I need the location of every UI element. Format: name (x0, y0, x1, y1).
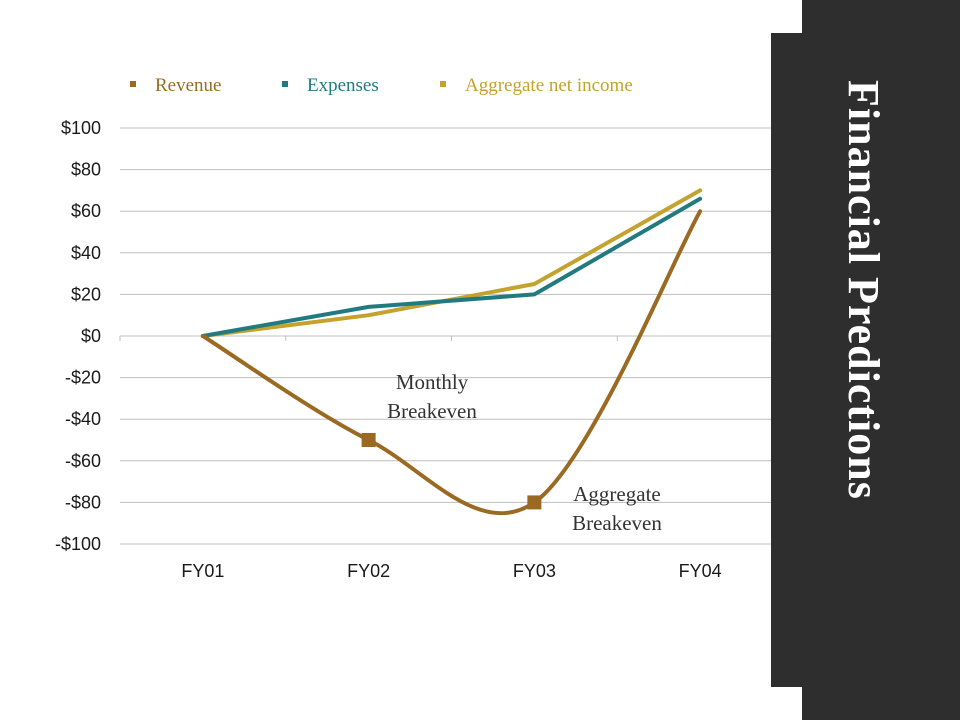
legend-label: Expenses (307, 75, 379, 96)
y-tick-label: $60 (71, 201, 101, 221)
x-tick-label: FY04 (679, 561, 722, 581)
y-tick-label: $0 (81, 326, 101, 346)
legend-swatch (440, 81, 446, 87)
breakeven-marker (527, 495, 542, 510)
line-chart: $100 $80 $60 $40 $20 $0 -$20 -$40 -$60 -$80 -$100 F… (55, 75, 771, 581)
y-tick-label: $20 (71, 284, 101, 304)
legend-label: Revenue (155, 75, 221, 96)
y-tick-label: -$60 (65, 451, 101, 471)
x-tick-label: FY01 (181, 561, 224, 581)
y-tick-label: $40 (71, 243, 101, 263)
y-tick-label: $100 (61, 118, 101, 138)
y-tick-label: $80 (71, 160, 101, 180)
annotation-label: Breakeven (387, 399, 477, 423)
x-tick-label: FY03 (513, 561, 556, 581)
annotation-label: Aggregate (573, 482, 660, 506)
y-tick-label: -$80 (65, 492, 101, 512)
panel-notch-bottom (771, 687, 802, 720)
aggregate-net-income-line (200, 188, 703, 338)
breakeven-marker (361, 433, 376, 447)
y-tick-label: -$20 (65, 368, 101, 388)
annotation-label: Breakeven (572, 511, 662, 535)
legend-swatch (282, 81, 288, 87)
slide-title: Financial Predictions (839, 80, 888, 500)
revenue-line (200, 209, 703, 516)
legend-label: Aggregate net income (465, 75, 633, 96)
title-panel (771, 0, 960, 720)
panel-notch-top (771, 0, 802, 33)
legend-swatch (130, 81, 136, 87)
annotation-label: Monthly (396, 370, 469, 394)
expenses-line (200, 196, 703, 338)
y-tick-label: -$100 (55, 534, 101, 554)
x-tick-label: FY02 (347, 561, 390, 581)
y-tick-label: -$40 (65, 409, 101, 429)
